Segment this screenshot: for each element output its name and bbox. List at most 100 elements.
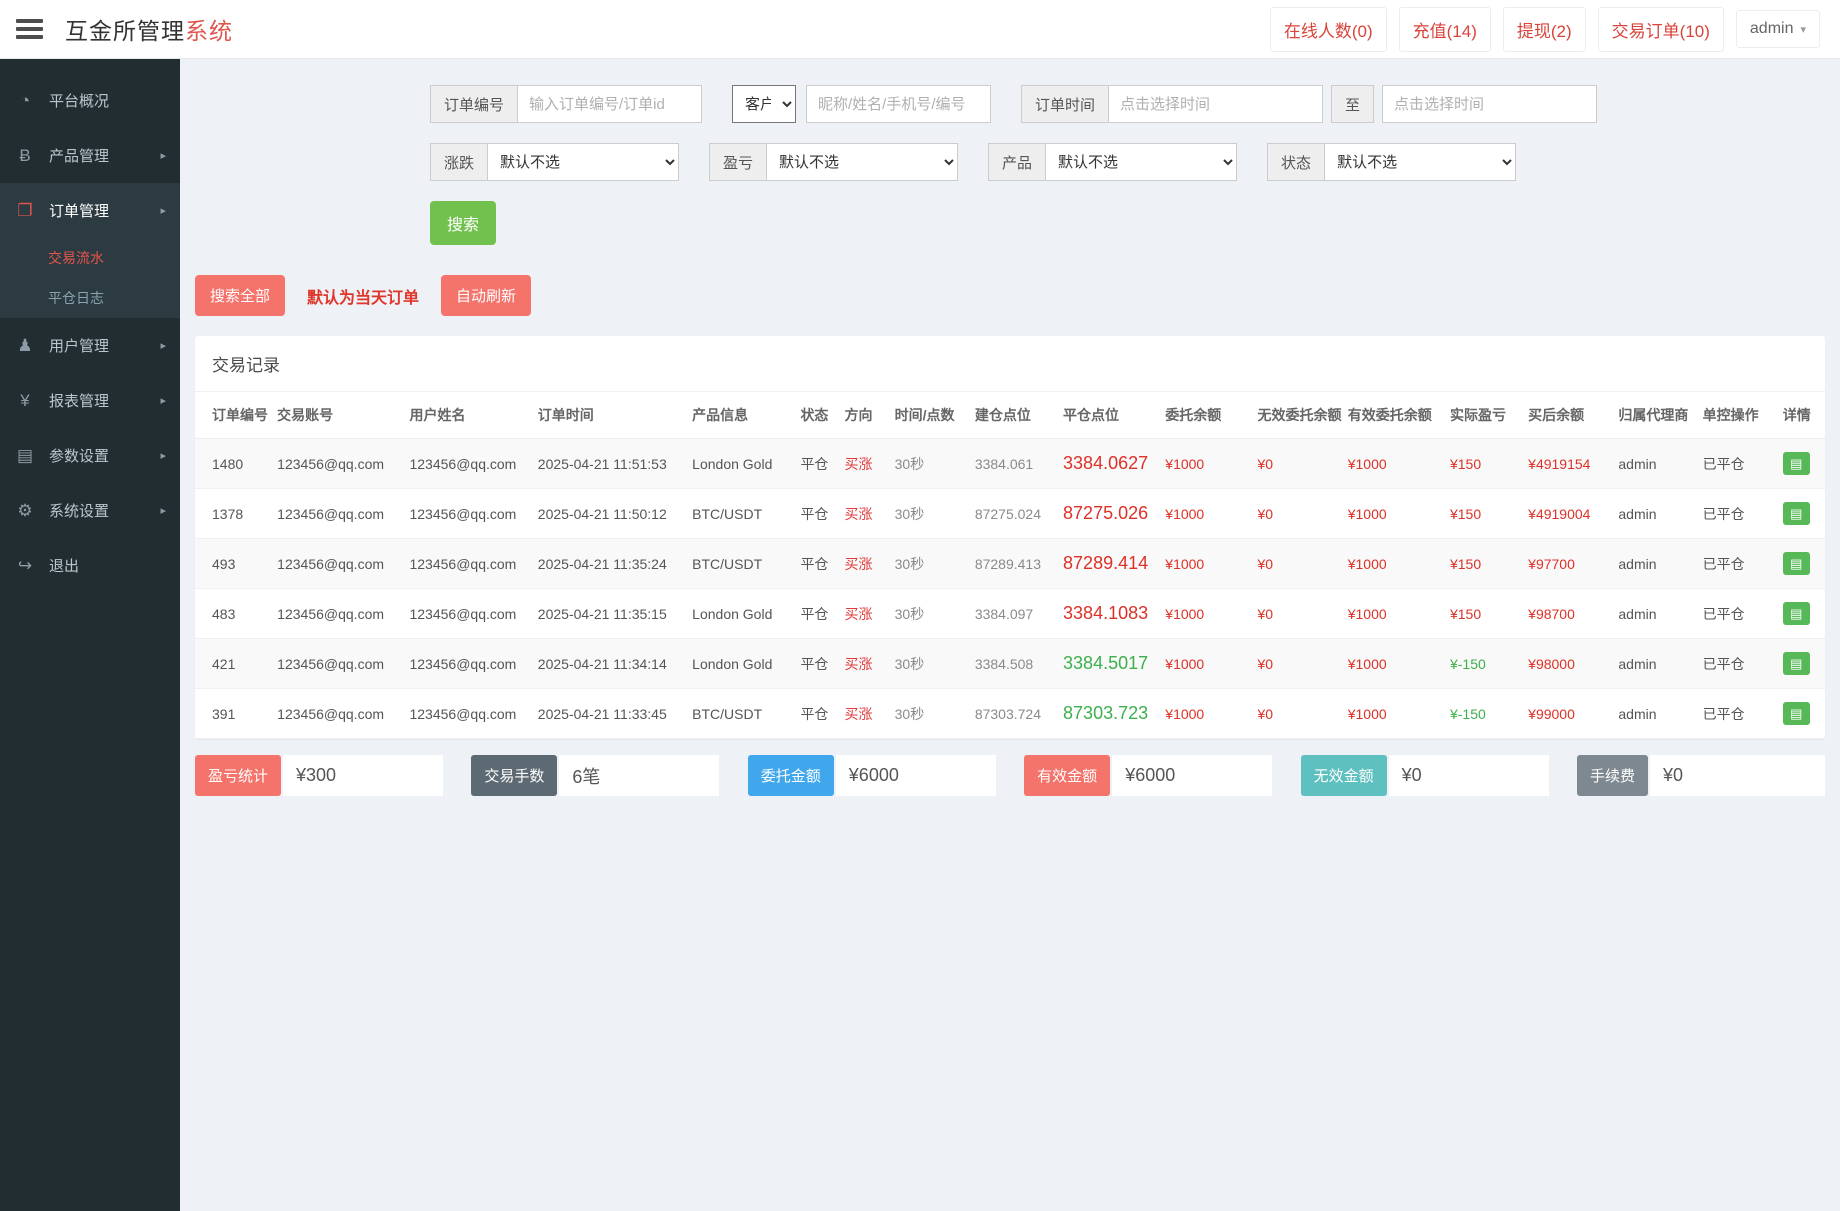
- search-button[interactable]: 搜索: [430, 201, 497, 245]
- summary-label-trade-count[interactable]: 交易手数: [471, 755, 558, 796]
- cell-account: 123456@qq.com: [271, 688, 404, 739]
- cell-open_point: 3384.097: [968, 588, 1058, 639]
- sidebar-item-logout[interactable]: ↪ 退出: [0, 538, 180, 593]
- cell-after: ¥4919004: [1522, 488, 1613, 539]
- bitcoin-icon: Ƀ: [19, 145, 31, 165]
- product-select[interactable]: 默认不选: [1045, 143, 1238, 181]
- status-select[interactable]: 默认不选: [1324, 143, 1517, 181]
- customer-select[interactable]: 客户: [732, 85, 797, 123]
- list-icon: ▤: [1790, 656, 1803, 671]
- search-all-button[interactable]: 搜索全部: [195, 275, 286, 316]
- column-header-valid: 有效委托余额: [1341, 392, 1444, 439]
- cell-account: 123456@qq.com: [271, 488, 404, 539]
- sidebar-subitem-close-log[interactable]: 平仓日志: [48, 290, 104, 306]
- summary-label-fee[interactable]: 手续费: [1576, 755, 1648, 796]
- column-header-after: 买后余额: [1522, 392, 1613, 439]
- admin-menu[interactable]: admin ▾: [1735, 10, 1820, 48]
- yen-icon: ¥: [20, 390, 30, 410]
- sidebar-item-products[interactable]: Ƀ 产品管理 ▸: [0, 128, 180, 183]
- default-today-note: 默认为当天订单: [307, 289, 420, 307]
- action-row: 搜索全部 默认为当天订单 自动刷新: [195, 275, 1840, 316]
- detail-button[interactable]: ▤: [1782, 602, 1810, 625]
- trend-select[interactable]: 默认不选: [487, 143, 680, 181]
- cell-close_point: 3384.1083: [1057, 588, 1160, 639]
- cell-profit: ¥150: [1443, 438, 1523, 489]
- sidebar-item-label: 系统设置: [49, 503, 110, 520]
- cell-profit: ¥-150: [1443, 688, 1523, 739]
- sidebar-item-dashboard[interactable]: ◔ 平台概况: [0, 73, 180, 128]
- cell-after: ¥4919154: [1522, 438, 1613, 489]
- chevron-right-icon: ▸: [160, 205, 166, 217]
- sidebar-item-users[interactable]: ♟ 用户管理 ▸: [0, 318, 180, 373]
- column-header-profit: 实际盈亏: [1443, 392, 1523, 439]
- cell-detail: ▤: [1776, 688, 1825, 739]
- cell-username: 123456@qq.com: [403, 588, 532, 639]
- chevron-right-icon: ▸: [160, 450, 166, 462]
- profit-select[interactable]: 默认不选: [766, 143, 959, 181]
- cell-control: 已平仓: [1696, 588, 1777, 639]
- sidebar-item-label: 报表管理: [49, 393, 110, 410]
- order-time-filter: 订单时间 至: [1021, 85, 1598, 123]
- brand-suffix: 系统: [185, 18, 233, 44]
- summary-label-profit-total[interactable]: 盈亏统计: [195, 755, 282, 796]
- cell-valid: ¥1000: [1341, 538, 1444, 589]
- summary-label-valid-amount[interactable]: 有效金额: [1024, 755, 1111, 796]
- sidebar-subitem-trade-flow[interactable]: 交易流水: [48, 250, 104, 266]
- summary-value-profit-total: ¥300: [283, 755, 443, 796]
- cell-control: 已平仓: [1696, 438, 1777, 489]
- header-stat-3[interactable]: 交易订单(10): [1597, 6, 1724, 52]
- cell-valid: ¥1000: [1341, 438, 1444, 489]
- cell-status: 平仓: [794, 688, 839, 739]
- detail-button[interactable]: ▤: [1782, 552, 1810, 575]
- column-header-direction: 方向: [838, 392, 889, 439]
- cell-entrust: ¥1000: [1159, 538, 1252, 589]
- sidebar-item-label: 产品管理: [49, 148, 110, 165]
- cell-valid: ¥1000: [1341, 588, 1444, 639]
- summary-label-invalid-amount[interactable]: 无效金额: [1300, 755, 1387, 796]
- column-header-status: 状态: [794, 392, 839, 439]
- cell-direction: 买涨: [838, 438, 889, 489]
- detail-button[interactable]: ▤: [1782, 652, 1810, 675]
- cell-open_point: 87303.724: [968, 688, 1058, 739]
- header-stat-0[interactable]: 在线人数(0): [1269, 6, 1387, 52]
- cell-status: 平仓: [794, 488, 839, 539]
- cell-after: ¥98700: [1522, 588, 1613, 639]
- list-icon: ▤: [1790, 706, 1803, 721]
- auto-refresh-button[interactable]: 自动刷新: [441, 275, 532, 316]
- cell-close_point: 3384.5017: [1057, 638, 1160, 689]
- profit-label: 盈亏: [709, 143, 767, 181]
- detail-button[interactable]: ▤: [1782, 702, 1810, 725]
- cell-order_time: 2025-04-21 11:35:15: [531, 588, 687, 639]
- list-icon: ▤: [1790, 456, 1803, 471]
- cell-order_time: 2025-04-21 11:34:14: [531, 638, 687, 689]
- time-to-input[interactable]: [1382, 85, 1598, 123]
- detail-button[interactable]: ▤: [1782, 452, 1810, 475]
- sidebar-item-reports[interactable]: ¥ 报表管理 ▸: [0, 373, 180, 428]
- cell-open_point: 87275.024: [968, 488, 1058, 539]
- detail-button[interactable]: ▤: [1782, 502, 1810, 525]
- order-no-input[interactable]: [517, 85, 703, 123]
- column-header-open_point: 建仓点位: [968, 392, 1058, 439]
- summary-bar: 盈亏统计 ¥300 交易手数 6笔 委托金额 ¥6000 有效金额 ¥6000 无效金额 ¥0 手续…: [195, 755, 1825, 796]
- menu-toggle-icon[interactable]: [16, 19, 43, 39]
- cell-order_no: 1480: [195, 438, 272, 489]
- sidebar-item-system[interactable]: ⚙ 系统设置 ▸: [0, 483, 180, 538]
- time-from-input[interactable]: [1108, 85, 1324, 123]
- cell-control: 已平仓: [1696, 688, 1777, 739]
- cell-agent: admin: [1612, 488, 1697, 539]
- header-stat-2[interactable]: 提现(2): [1502, 6, 1586, 52]
- table-row: 483 123456@qq.com 123456@qq.com 2025-04-21 …: [195, 588, 1825, 639]
- cell-account: 123456@qq.com: [271, 538, 404, 589]
- summary-label-entrust-amount[interactable]: 委托金额: [747, 755, 834, 796]
- cell-status: 平仓: [794, 638, 839, 689]
- sidebar-item-params[interactable]: ▤ 参数设置 ▸: [0, 428, 180, 483]
- cell-duration: 30秒: [888, 588, 969, 639]
- cell-detail: ▤: [1776, 488, 1825, 539]
- cell-username: 123456@qq.com: [403, 638, 532, 689]
- header-stat-1[interactable]: 充值(14): [1398, 6, 1491, 52]
- cell-direction: 买涨: [838, 688, 889, 739]
- trend-label: 涨跌: [430, 143, 488, 181]
- nickname-input[interactable]: [806, 85, 992, 123]
- logout-icon: ↪: [17, 555, 33, 575]
- sidebar-item-orders[interactable]: ❐ 订单管理 ▸: [0, 183, 180, 238]
